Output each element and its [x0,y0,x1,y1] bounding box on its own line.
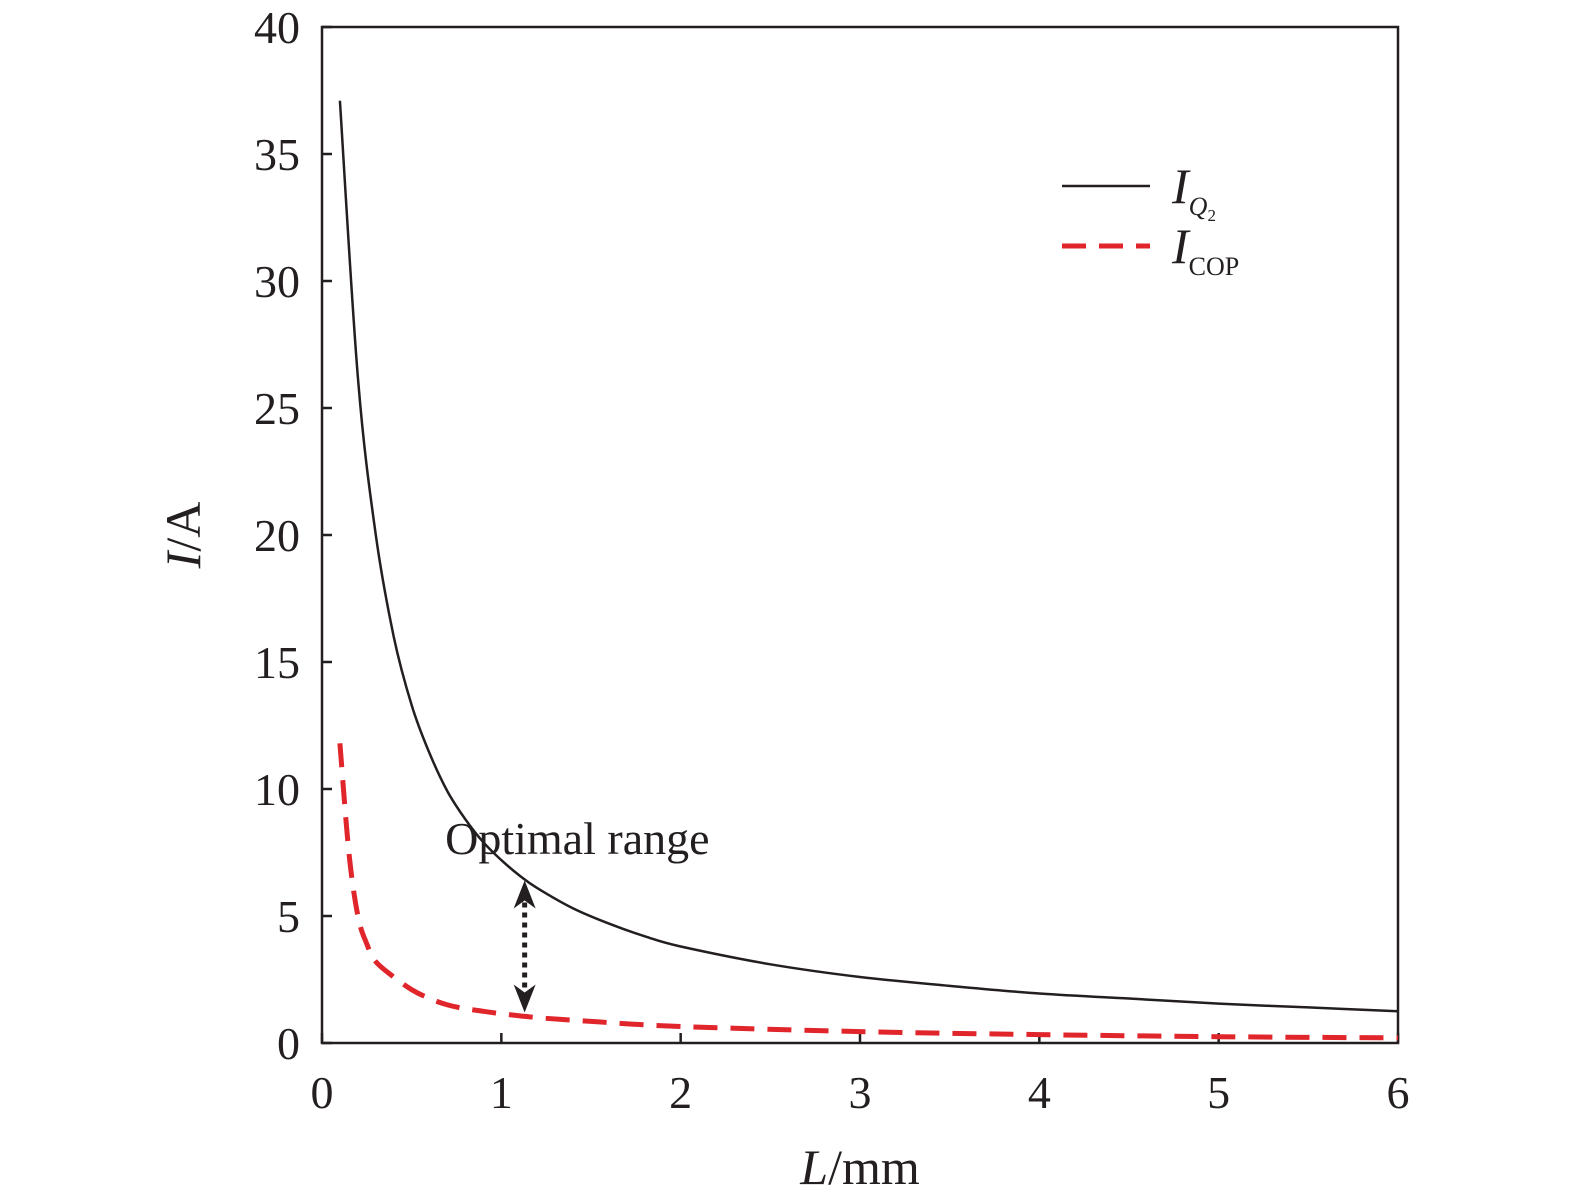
x-tick-label: 2 [669,1067,692,1118]
series-layer [337,100,1399,1041]
axis-ticks: 0 1 2 3 4 5 6 0 5 10 15 20 25 30 35 40 [254,2,1410,1118]
plot-frame [320,25,1400,1045]
x-tick-label: 5 [1207,1067,1230,1118]
y-tick-label: 40 [254,2,300,53]
x-tick-label: 6 [1387,1067,1410,1118]
x-tick-label: 1 [490,1067,513,1118]
x-tick-label: 0 [311,1067,334,1118]
optimal-range-arrow [513,880,536,1013]
y-tick-label: 30 [254,256,300,307]
arrow-head-up [513,880,536,909]
y-tick-label: 20 [254,510,300,561]
legend-label-i-q2: IQ2 [1171,158,1216,225]
x-axis-title: L/mm [799,1139,920,1195]
y-tick-label: 10 [254,764,300,815]
y-tick-label: 35 [254,129,300,180]
axis-titles: L/mm I/A [155,502,920,1195]
legend-label-i-cop: ICOP [1171,218,1239,281]
y-tick-label: 15 [254,637,300,688]
series-line-i-cop [337,743,1399,1041]
arrow-head-down [513,984,536,1013]
annotation-layer: Optimal range [445,813,709,864]
y-tick-label: 0 [277,1018,300,1069]
plot-border [320,25,1400,1045]
y-tick-label: 25 [254,383,300,434]
annotation-text: Optimal range [445,813,709,864]
x-tick-label: 4 [1028,1067,1051,1118]
series-line-i-q2 [338,100,1399,1013]
y-axis-title: I/A [155,502,211,570]
y-tick-label: 5 [277,891,300,942]
x-tick-label: 3 [849,1067,872,1118]
